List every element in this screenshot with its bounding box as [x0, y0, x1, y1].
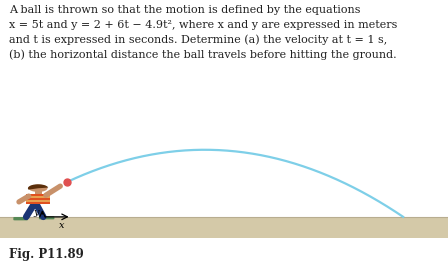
Bar [26, 202, 50, 204]
Text: Fig. P11.89: Fig. P11.89 [9, 249, 84, 261]
Bar [26, 196, 50, 198]
Point [64, 180, 71, 184]
FancyBboxPatch shape [13, 217, 28, 220]
Circle shape [29, 184, 47, 192]
Bar [26, 200, 50, 202]
Bar [26, 194, 50, 196]
Text: x: x [59, 221, 64, 230]
Text: y: y [33, 208, 39, 217]
Bar [0, 217, 448, 238]
FancyBboxPatch shape [39, 216, 54, 219]
Bar [26, 198, 50, 200]
Wedge shape [28, 184, 48, 190]
Text: A ball is thrown so that the motion is defined by the equations
x = 5t and y = 2: A ball is thrown so that the motion is d… [9, 5, 397, 60]
Bar [35, 191, 42, 194]
